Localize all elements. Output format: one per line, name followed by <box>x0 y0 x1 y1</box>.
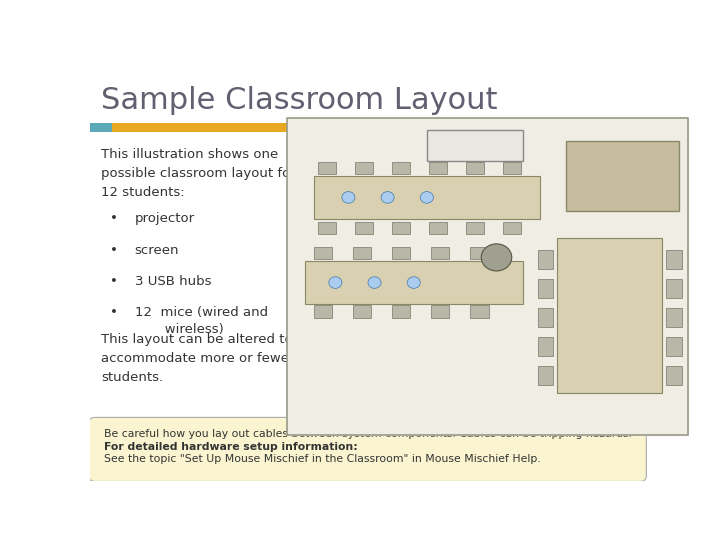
Bar <box>667 337 682 356</box>
Text: •: • <box>109 306 117 319</box>
Bar <box>667 279 682 298</box>
Bar <box>466 222 485 234</box>
Text: This layout can be altered to
accommodate more or fewer
students.: This layout can be altered to accommodat… <box>101 333 294 384</box>
Bar <box>538 337 553 356</box>
Polygon shape <box>287 118 688 435</box>
Bar <box>667 366 682 385</box>
Bar <box>392 306 410 318</box>
Bar <box>314 176 540 219</box>
Circle shape <box>329 276 342 288</box>
Bar <box>297 141 639 414</box>
Circle shape <box>368 276 381 288</box>
Bar <box>429 162 447 174</box>
Text: projector: projector <box>135 212 195 225</box>
Bar <box>429 222 447 234</box>
Circle shape <box>342 192 355 203</box>
Text: 12  mice (wired and
       wireless): 12 mice (wired and wireless) <box>135 306 268 336</box>
Bar <box>355 162 373 174</box>
Bar <box>392 247 410 259</box>
Bar <box>353 247 371 259</box>
Text: •: • <box>109 244 117 256</box>
Circle shape <box>381 192 394 203</box>
Circle shape <box>408 276 420 288</box>
Bar <box>538 366 553 385</box>
Bar <box>90 123 112 132</box>
Bar <box>470 247 489 259</box>
Bar <box>667 249 682 269</box>
Bar <box>112 123 648 132</box>
Bar <box>318 162 336 174</box>
Bar <box>314 306 332 318</box>
Bar <box>431 306 449 318</box>
Bar <box>557 238 662 393</box>
Bar <box>305 261 523 304</box>
Text: 3 USB hubs: 3 USB hubs <box>135 275 211 288</box>
Polygon shape <box>302 397 575 422</box>
Bar <box>353 306 371 318</box>
Bar <box>667 308 682 327</box>
Circle shape <box>420 192 433 203</box>
Bar <box>566 141 680 211</box>
Text: •: • <box>109 212 117 225</box>
Bar <box>392 222 410 234</box>
Bar <box>431 247 449 259</box>
Text: screen: screen <box>135 244 179 256</box>
Bar <box>503 162 521 174</box>
Bar <box>538 279 553 298</box>
Bar <box>503 222 521 234</box>
Bar <box>470 306 489 318</box>
Text: See the topic "Set Up Mouse Mischief in the Classroom" in Mouse Mischief Help.: See the topic "Set Up Mouse Mischief in … <box>104 454 541 464</box>
Text: This illustration shows one
possible classroom layout for
12 students:: This illustration shows one possible cla… <box>101 148 296 199</box>
Bar <box>355 222 373 234</box>
Circle shape <box>481 244 512 271</box>
FancyBboxPatch shape <box>89 417 647 482</box>
Bar <box>466 162 485 174</box>
Text: For detailed hardware setup information:: For detailed hardware setup information: <box>104 442 358 452</box>
Text: Be careful how you lay out cables between system components. Cables can be tripp: Be careful how you lay out cables betwee… <box>104 429 632 438</box>
Text: 🦖: 🦖 <box>578 367 593 391</box>
Bar <box>318 222 336 234</box>
Text: •: • <box>109 275 117 288</box>
Bar <box>538 308 553 327</box>
Bar <box>427 130 523 161</box>
Bar <box>314 247 332 259</box>
Bar <box>392 162 410 174</box>
Bar <box>538 249 553 269</box>
Text: Sample Classroom Layout: Sample Classroom Layout <box>101 85 498 114</box>
